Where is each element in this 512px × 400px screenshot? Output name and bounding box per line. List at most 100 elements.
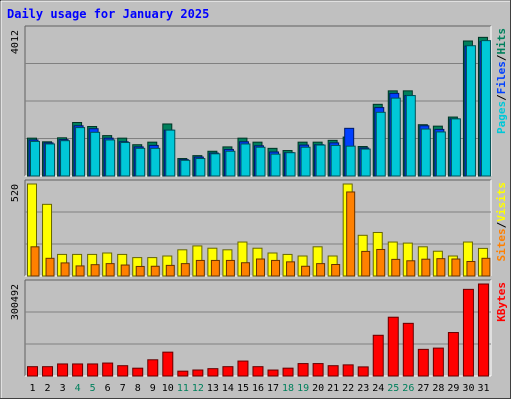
sites-bar: [135, 265, 145, 277]
sites-bar: [361, 250, 371, 277]
pages-bar: [420, 128, 431, 177]
x-tick-label: 17: [267, 383, 279, 394]
x-tick-label: 25: [387, 383, 399, 394]
x-tick-label: 14: [222, 383, 234, 394]
sites-bar: [60, 262, 70, 277]
x-tick-label: 13: [207, 383, 219, 394]
kbytes-bar: [192, 369, 204, 377]
kbytes-bar: [102, 362, 114, 377]
kbytes-bar: [297, 363, 309, 377]
pages-bar: [120, 142, 131, 177]
kbytes-bar: [222, 366, 234, 377]
pages-bar: [60, 140, 71, 177]
kbytes-bar: [432, 347, 444, 377]
legend-separator: /: [495, 54, 508, 61]
kbytes-bar: [267, 369, 279, 377]
pages-bar: [465, 45, 476, 177]
x-tick-label: 9: [150, 383, 156, 394]
y-max-label: 300492: [10, 284, 21, 320]
x-tick-label: 10: [162, 383, 174, 394]
kbytes-bar: [342, 364, 354, 377]
pages-bar: [45, 143, 56, 177]
x-tick-label: 3: [60, 383, 66, 394]
x-tick-label: 7: [120, 383, 126, 394]
sites-bar: [120, 264, 130, 277]
x-axis-labels: 1 2 3 4 5 6 7 8 9 10 11 12 13 14 15 16 17 18 19 20 21 22 23 24 2…: [30, 383, 490, 394]
pages-bar: [105, 139, 116, 177]
sites-bar: [466, 260, 476, 277]
sites-bar: [391, 258, 401, 277]
pages-bar: [210, 153, 221, 177]
kbytes-bar: [357, 366, 369, 377]
x-tick-label: 30: [462, 383, 474, 394]
pages-bar: [390, 97, 401, 177]
sites-bar: [286, 261, 296, 277]
kbytes-bar: [117, 365, 129, 377]
pages-bar: [165, 129, 176, 177]
kbytes-bar: [147, 359, 159, 377]
sites-bar: [255, 258, 265, 277]
sites-bar: [376, 248, 386, 277]
panel-2: 520 Sites/Visits: [10, 179, 508, 277]
pages-bar: [405, 95, 416, 177]
sites-bar: [346, 191, 356, 277]
kbytes-bar: [477, 283, 489, 377]
x-tick-label: 1: [30, 383, 36, 394]
x-tick-label: 6: [105, 383, 111, 394]
sites-bar: [451, 258, 461, 277]
pages-bar: [375, 111, 386, 177]
kbytes-bar: [402, 322, 414, 377]
pages-bar: [135, 147, 146, 177]
pages-bar: [450, 118, 461, 177]
pages-bar: [180, 159, 191, 177]
sites-bar: [195, 259, 205, 277]
sites-bar: [75, 265, 85, 277]
kbytes-bar: [27, 366, 38, 377]
legend-separator: /: [495, 94, 508, 101]
sites-bar: [436, 258, 446, 277]
sites-bar: [316, 263, 326, 277]
x-tick-label: 27: [417, 383, 429, 394]
pages-bar: [255, 146, 266, 177]
kbytes-bar: [42, 366, 54, 377]
pages-bar: [270, 153, 281, 177]
pages-bar: [315, 144, 326, 177]
kbytes-bar: [162, 351, 174, 377]
pages-bar: [480, 40, 491, 177]
x-tick-label: 15: [237, 383, 249, 394]
legend-hits: Hits: [495, 28, 508, 55]
sites-bar: [150, 265, 160, 277]
x-tick-label: 29: [447, 383, 459, 394]
x-tick-label: 20: [312, 383, 324, 394]
legend-visits: Visits: [495, 182, 508, 222]
kbytes-bar: [312, 363, 324, 377]
x-tick-label: 28: [432, 383, 444, 394]
legend-separator: /: [495, 221, 508, 228]
sites-bar: [105, 263, 115, 277]
kbytes-bar: [87, 363, 99, 377]
x-tick-label: 19: [297, 383, 309, 394]
pages-bar: [30, 140, 40, 177]
sites-bar: [90, 264, 100, 277]
sites-bar: [225, 259, 235, 277]
x-tick-label: 26: [402, 383, 414, 394]
sites-bar: [271, 259, 281, 277]
pages-bar: [360, 148, 371, 177]
x-tick-label: 21: [327, 383, 339, 394]
kbytes-bar: [327, 365, 339, 377]
legend-labels: KBytes: [495, 282, 508, 322]
sites-bar: [240, 262, 250, 277]
sites-bar: [406, 260, 416, 277]
kbytes-bar: [237, 360, 249, 377]
kbytes-bar: [72, 363, 84, 377]
x-tick-label: 24: [372, 383, 384, 394]
x-tick-label: 4: [75, 383, 81, 394]
legend-labels: Pages/Files/Hits: [495, 28, 508, 134]
legend-kbytes: KBytes: [495, 282, 508, 322]
legend-sites: Sites: [495, 228, 508, 261]
x-tick-label: 16: [252, 383, 264, 394]
x-tick-label: 31: [477, 383, 489, 394]
y-max-label: 520: [10, 184, 21, 202]
